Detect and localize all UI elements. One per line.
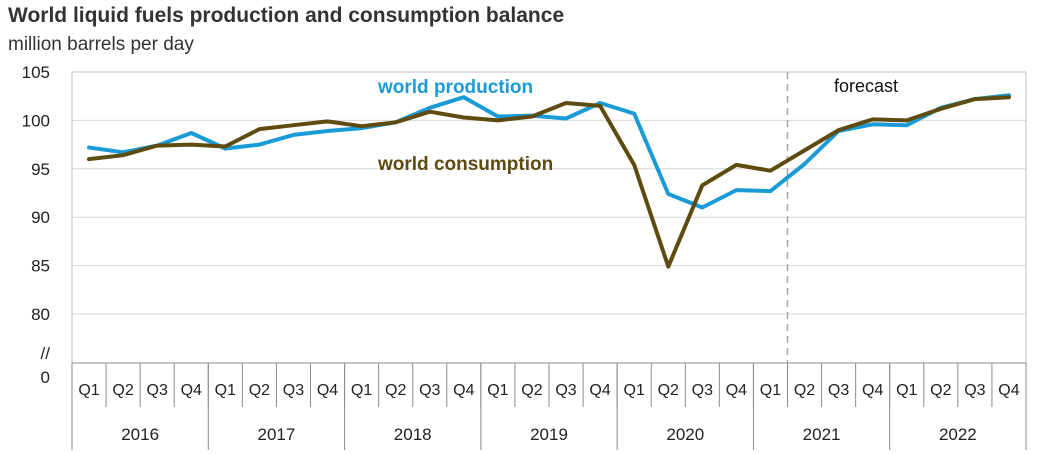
x-tick-label-quarter: Q2 (930, 382, 951, 399)
x-tick-label-year: 2019 (530, 425, 568, 444)
x-tick-label-quarter: Q2 (521, 382, 542, 399)
y-tick-label: 95 (31, 160, 50, 179)
x-tick-label-quarter: Q2 (794, 382, 815, 399)
y-axis-zero-label: 0 (41, 368, 50, 387)
y-tick-label: 80 (31, 305, 50, 324)
x-tick-label-quarter: Q1 (487, 382, 508, 399)
x-tick-label-quarter: Q3 (964, 382, 985, 399)
series-line-world-production (87, 93, 1011, 210)
x-tick-label-quarter: Q1 (896, 382, 917, 399)
x-tick-label-quarter: Q2 (385, 382, 406, 399)
x-tick-label-quarter: Q2 (249, 382, 270, 399)
x-tick-label-quarter: Q3 (283, 382, 304, 399)
legend-world-consumption: world consumption (377, 154, 553, 175)
x-tick-label-quarter: Q4 (589, 382, 610, 399)
y-axis-break-label: // (41, 344, 51, 363)
forecast-label: forecast (834, 76, 898, 96)
x-tick-label-quarter: Q4 (317, 382, 338, 399)
x-tick-label-quarter: Q3 (147, 382, 168, 399)
x-tick-label-quarter: Q1 (351, 382, 372, 399)
x-tick-label-quarter: Q4 (726, 382, 747, 399)
x-tick-label-quarter: Q4 (181, 382, 202, 399)
x-tick-label-year: 2022 (939, 425, 977, 444)
y-tick-label: 105 (22, 63, 50, 82)
x-tick-label-quarter: Q4 (998, 382, 1019, 399)
x-tick-label-quarter: Q4 (453, 382, 474, 399)
legend-world-production: world production (377, 77, 533, 98)
x-tick-label-quarter: Q4 (862, 382, 883, 399)
x-tick-label-quarter: Q1 (624, 382, 645, 399)
x-tick-label-quarter: Q1 (215, 382, 236, 399)
chart-title: World liquid fuels production and consum… (8, 4, 565, 27)
y-tick-label: 85 (31, 257, 50, 276)
y-tick-label: 90 (31, 208, 50, 227)
x-tick-label-quarter: Q2 (112, 382, 133, 399)
x-tick-label-year: 2017 (258, 425, 296, 444)
x-tick-label-year: 2018 (394, 425, 432, 444)
y-tick-label: 100 (22, 111, 50, 130)
x-tick-label-quarter: Q1 (78, 382, 99, 399)
series-line-world-consumption (87, 95, 1011, 269)
x-tick-label-quarter: Q2 (658, 382, 679, 399)
x-tick-label-year: 2016 (121, 425, 159, 444)
x-tick-label-quarter: Q3 (555, 382, 576, 399)
x-tick-label-quarter: Q3 (692, 382, 713, 399)
x-tick-label-quarter: Q3 (828, 382, 849, 399)
x-tick-label-year: 2021 (803, 425, 841, 444)
chart-subtitle: million barrels per day (8, 34, 194, 55)
x-tick-label-quarter: Q1 (760, 382, 781, 399)
x-tick-label-quarter: Q3 (419, 382, 440, 399)
x-tick-label-year: 2020 (666, 425, 704, 444)
